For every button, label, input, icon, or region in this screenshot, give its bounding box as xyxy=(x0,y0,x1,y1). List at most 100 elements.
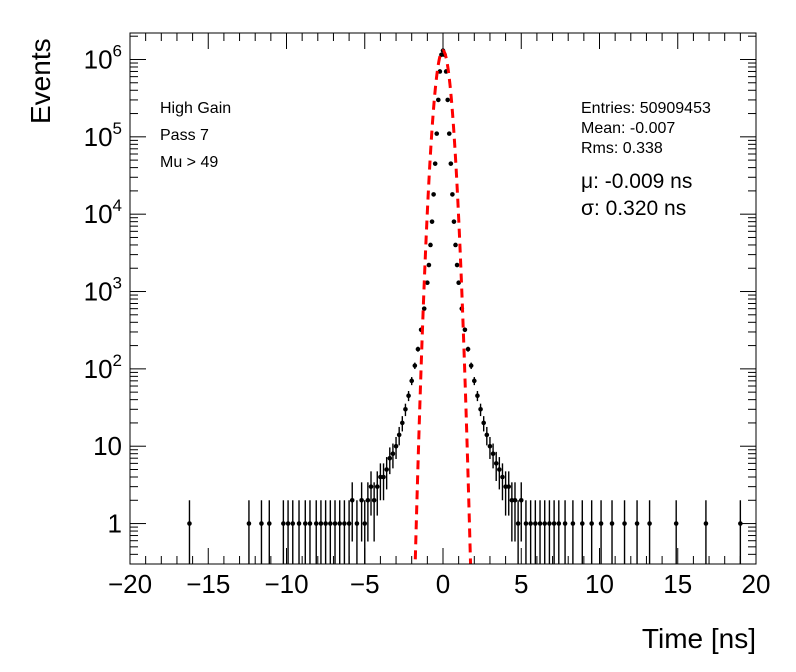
data-point xyxy=(562,521,568,526)
data-point xyxy=(551,521,557,526)
data-point xyxy=(622,521,627,526)
x-tick-labels: −20 −15 −10 −5 0 5 10 15 20 xyxy=(108,569,771,599)
data-point xyxy=(436,97,441,103)
data-point xyxy=(446,131,452,136)
data-point xyxy=(426,262,432,268)
data-point xyxy=(396,432,402,438)
data-point xyxy=(285,521,291,526)
data-point xyxy=(412,363,418,368)
data-point xyxy=(475,393,480,398)
data-point xyxy=(302,521,308,526)
data-point xyxy=(425,280,430,286)
data-point xyxy=(403,407,408,412)
data-point xyxy=(323,521,328,526)
stats-mean: Mean: -0.007 xyxy=(581,120,675,137)
data-point xyxy=(187,521,192,526)
data-point xyxy=(390,451,396,457)
data-point xyxy=(528,521,533,526)
data-point xyxy=(381,474,386,480)
y-tick-label: 1 xyxy=(108,509,122,539)
data-point xyxy=(448,161,454,166)
y-axis-label: Events xyxy=(25,38,56,124)
data-point xyxy=(437,69,443,74)
label-pass: Pass 7 xyxy=(160,127,209,144)
fit-mu: μ: -0.009 ns xyxy=(581,170,692,193)
data-point xyxy=(400,420,405,426)
y-tick-label: 104 xyxy=(84,196,122,229)
data-point xyxy=(472,378,477,384)
stats-rms: Rms: 0.338 xyxy=(581,140,663,157)
data-layer xyxy=(187,48,743,564)
data-point xyxy=(451,219,457,224)
data-point xyxy=(266,521,272,526)
data-point xyxy=(281,521,286,526)
data-point xyxy=(421,306,427,311)
data-point xyxy=(374,484,380,489)
data-point xyxy=(673,521,679,526)
data-point xyxy=(512,497,518,503)
data-point xyxy=(506,484,512,489)
label-high-gain: High Gain xyxy=(160,100,231,117)
data-point xyxy=(354,521,360,526)
x-tick-label: 5 xyxy=(514,569,528,599)
x-tick-label: −10 xyxy=(264,569,308,599)
x-tick-label: 15 xyxy=(663,569,692,599)
data-point xyxy=(406,393,411,398)
data-point xyxy=(609,521,615,526)
data-point xyxy=(493,461,499,466)
data-point xyxy=(454,262,460,268)
data-point xyxy=(542,521,548,526)
y-tick-label: 103 xyxy=(84,274,122,307)
data-point xyxy=(365,497,371,503)
data-point xyxy=(570,521,576,526)
data-point xyxy=(703,521,709,526)
data-point xyxy=(484,432,490,438)
data-point xyxy=(246,521,252,526)
data-point xyxy=(487,443,493,449)
x-tick-label: −5 xyxy=(350,569,380,599)
data-point xyxy=(332,521,338,526)
data-point xyxy=(368,484,374,489)
data-point xyxy=(478,407,483,412)
data-point xyxy=(342,521,347,526)
data-point xyxy=(307,521,313,526)
data-point xyxy=(500,474,505,480)
data-point xyxy=(318,521,324,526)
y-tick-label: 106 xyxy=(84,41,122,74)
data-point xyxy=(371,497,377,503)
data-point xyxy=(409,378,415,384)
data-point xyxy=(259,521,264,526)
data-point xyxy=(313,521,319,526)
data-point xyxy=(468,363,474,368)
data-point xyxy=(346,521,352,526)
stats-entries: Entries: 50909453 xyxy=(581,100,711,117)
data-point xyxy=(497,467,502,472)
data-point xyxy=(456,280,461,286)
fit-layer xyxy=(413,49,473,564)
data-point xyxy=(462,327,468,333)
x-tick-label: −15 xyxy=(186,569,230,599)
data-point xyxy=(362,521,368,526)
label-mu-cut: Mu > 49 xyxy=(160,154,218,171)
data-point xyxy=(589,521,594,526)
x-tick-label: −20 xyxy=(108,569,152,599)
y-tick-labels: 1 10 102 103 104 105 106 xyxy=(84,41,122,538)
data-point xyxy=(387,455,393,461)
data-point xyxy=(634,521,640,526)
data-point xyxy=(465,346,471,352)
gaussian-fit-curve xyxy=(413,49,473,564)
data-point xyxy=(450,192,455,197)
data-point xyxy=(579,521,585,526)
x-tick-label: 20 xyxy=(742,569,771,599)
data-point xyxy=(598,521,604,526)
y-tick-label: 10 xyxy=(93,431,122,461)
y-tick-label: 102 xyxy=(84,351,122,384)
data-point xyxy=(415,346,421,352)
fit-sigma: σ: 0.320 ns xyxy=(581,197,686,220)
data-point xyxy=(434,131,440,136)
y-tick-label: 105 xyxy=(84,119,122,152)
data-point xyxy=(349,497,355,503)
x-tick-label: 10 xyxy=(585,569,614,599)
data-point xyxy=(359,497,364,503)
